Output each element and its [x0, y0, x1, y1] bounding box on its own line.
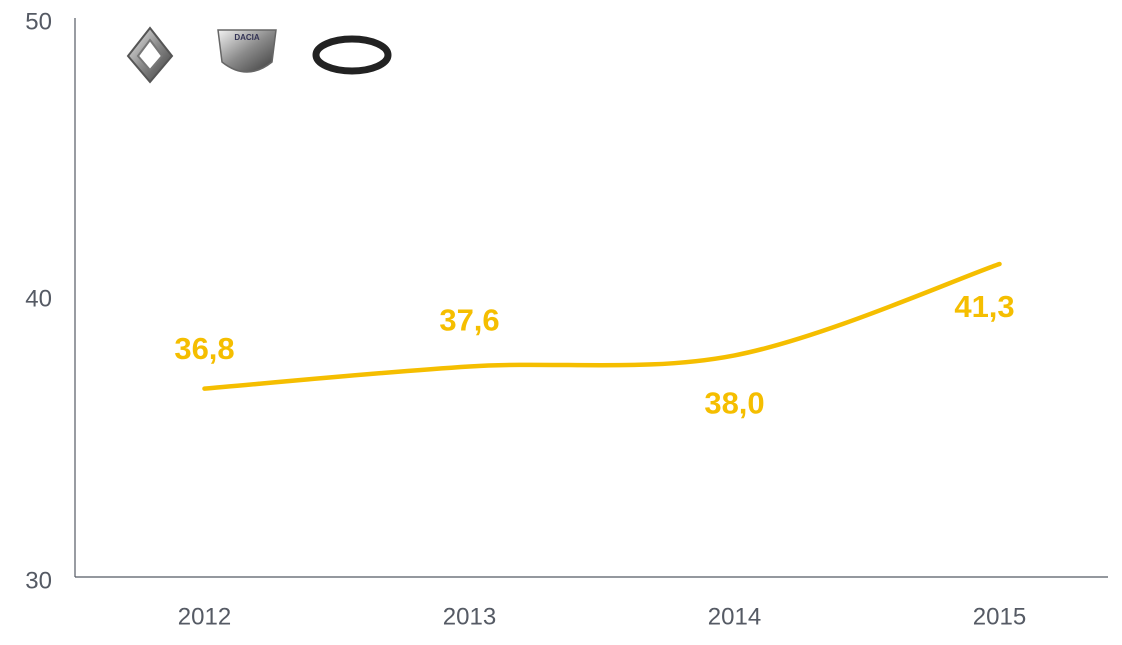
x-tick-label: 2012 [178, 603, 231, 630]
samsung-logo [312, 35, 392, 75]
data-label: 38,0 [704, 386, 764, 421]
y-tick-label: 40 [25, 285, 52, 312]
data-label: 36,8 [174, 331, 234, 366]
data-label: 41,3 [954, 289, 1014, 324]
renault-logo-inner [136, 38, 164, 72]
dacia-logo-text: DACIA [234, 33, 260, 42]
brand-logos: DACIA [126, 26, 392, 84]
line [202, 261, 1002, 391]
dacia-logo [217, 29, 277, 73]
y-tick-label: 50 [25, 8, 52, 35]
x-tick-label: 2014 [708, 603, 761, 630]
x-tick-label: 2015 [973, 603, 1026, 630]
data-label: 37,6 [439, 303, 499, 338]
x-tick-label: 2013 [443, 603, 496, 630]
y-tick-label: 30 [25, 567, 52, 594]
